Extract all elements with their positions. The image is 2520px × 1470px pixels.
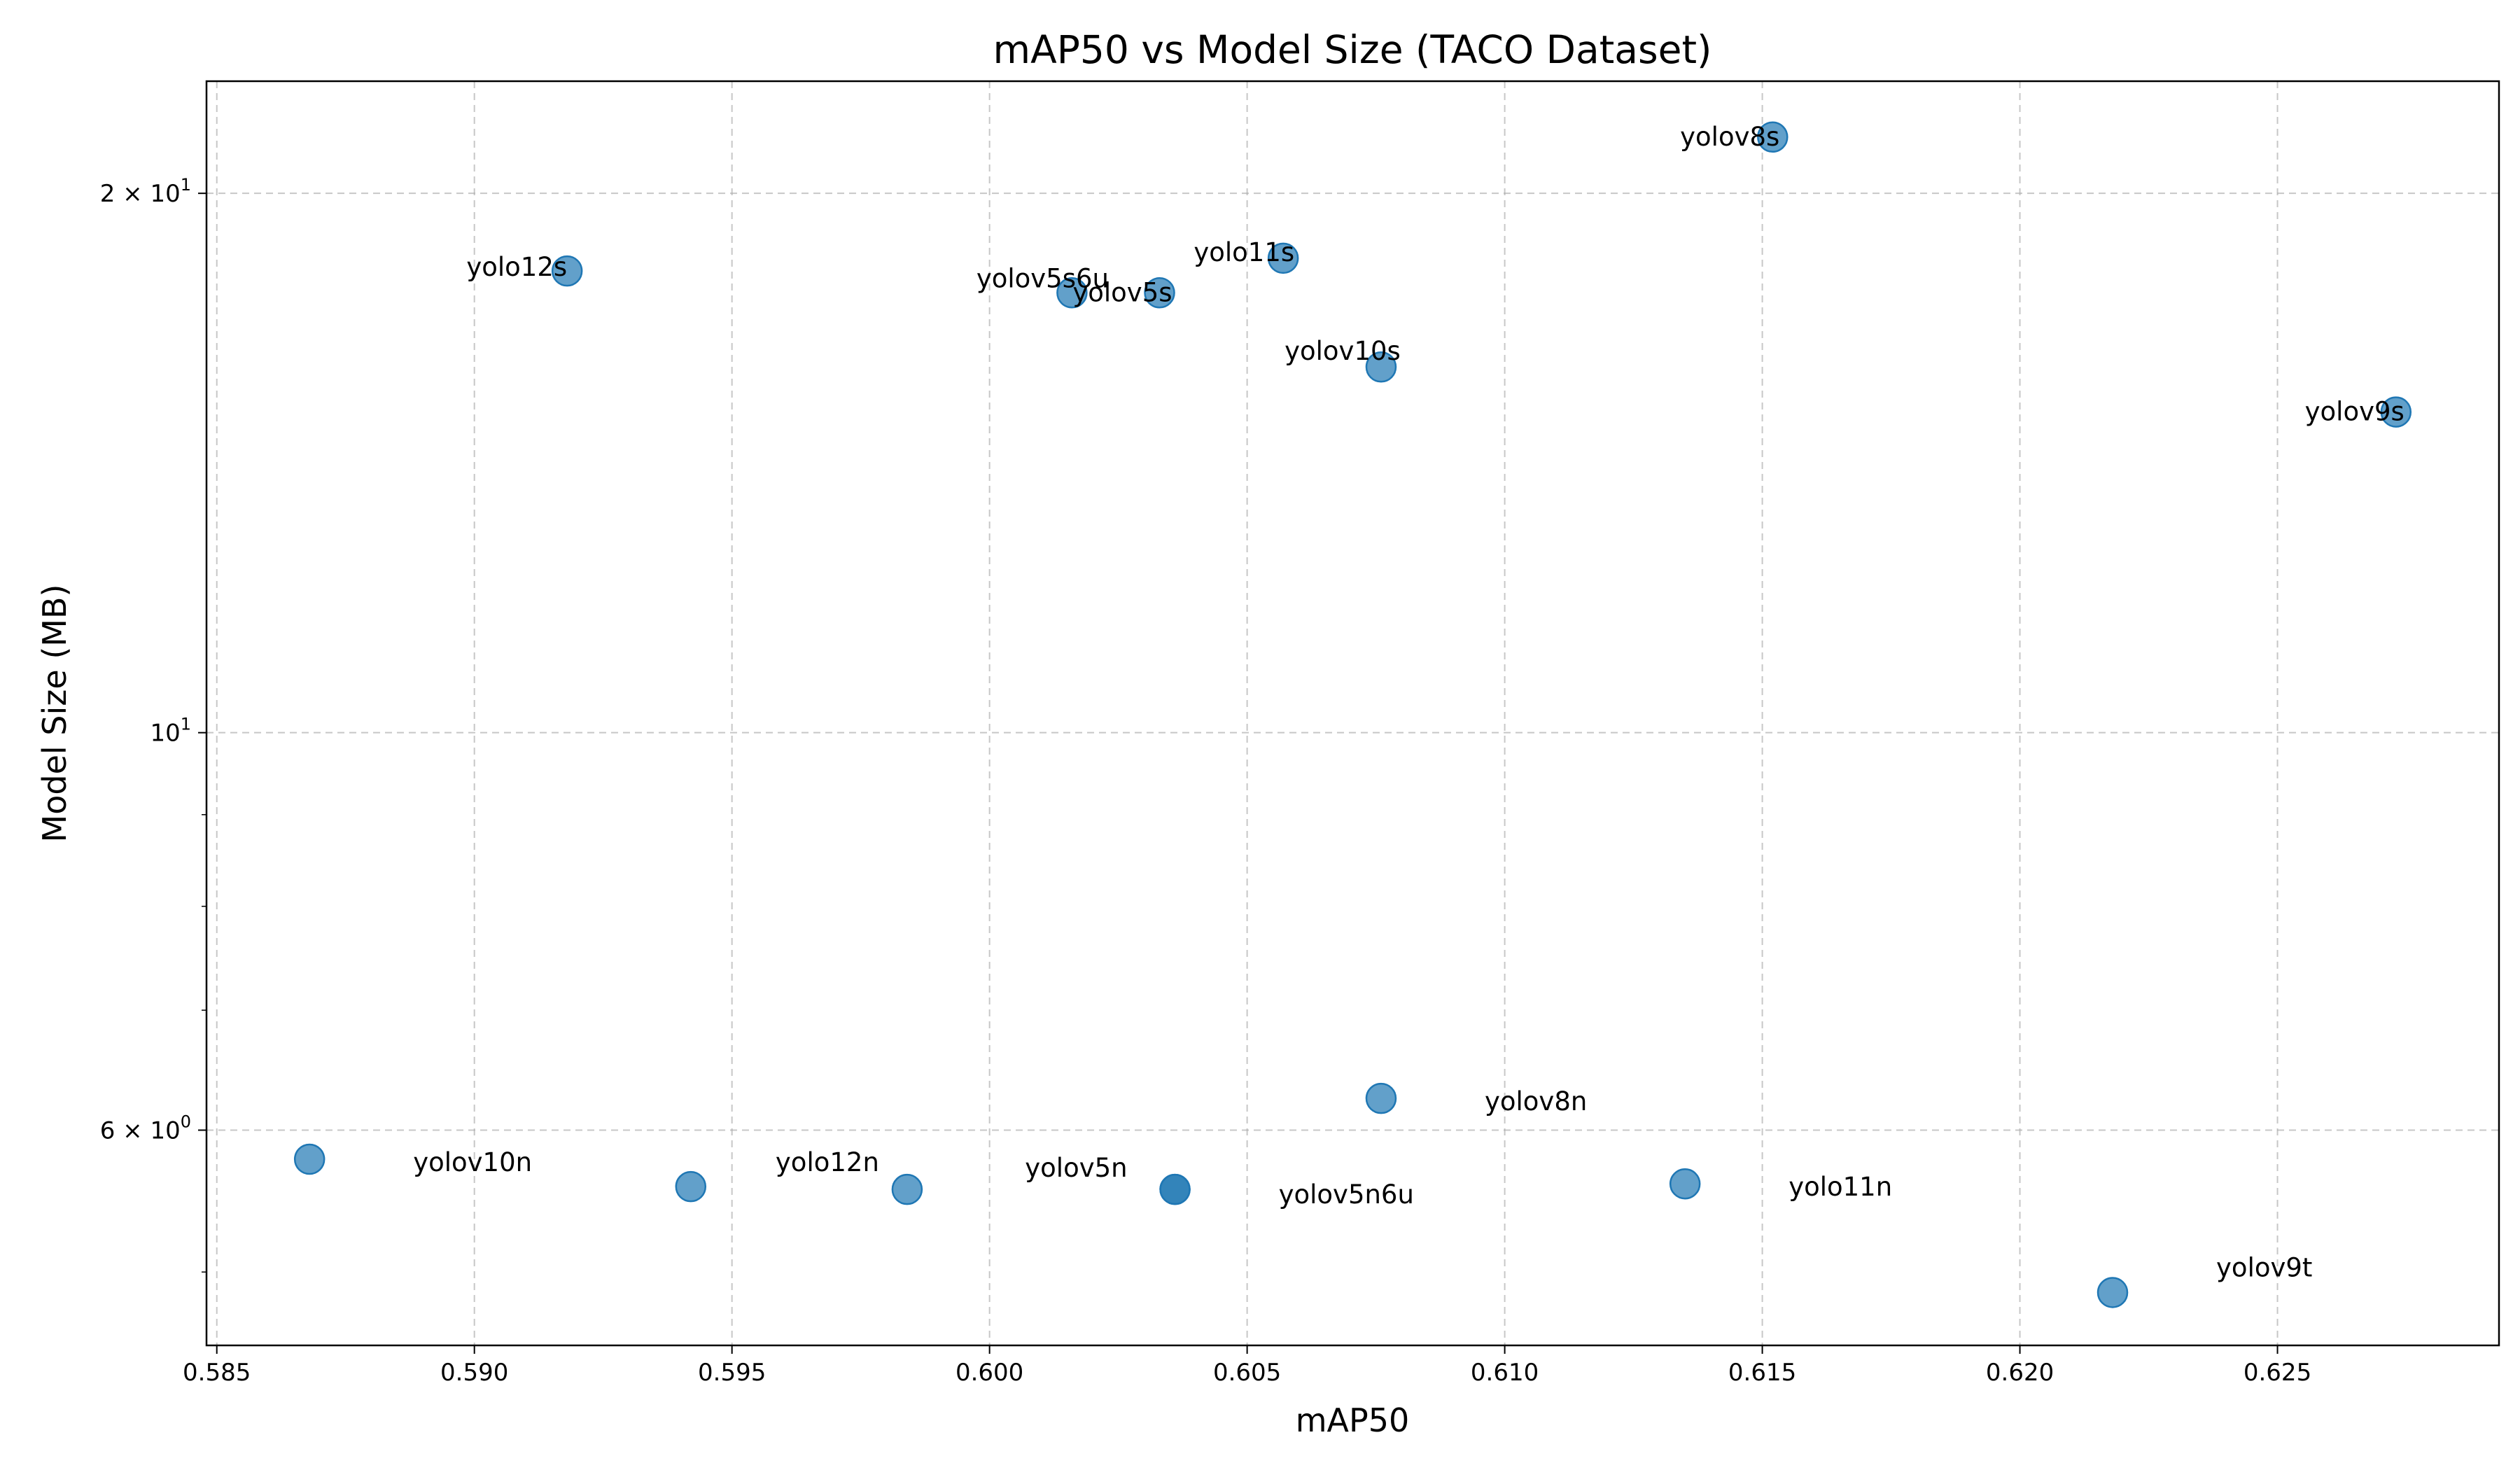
x-tick-label: 0.600 bbox=[955, 1359, 1023, 1387]
data-points bbox=[293, 121, 2412, 1308]
point-label: yolov9s bbox=[2305, 397, 2404, 427]
x-tick-label: 0.590 bbox=[440, 1359, 508, 1387]
data-point bbox=[551, 255, 583, 287]
data-point bbox=[1159, 1173, 1191, 1205]
data-point bbox=[1267, 242, 1299, 274]
x-tick-label: 0.585 bbox=[183, 1359, 251, 1387]
grid-lines bbox=[206, 81, 2499, 1345]
point-label: yolo11n bbox=[1788, 1172, 1892, 1202]
y-tick-label: 101 bbox=[150, 715, 191, 748]
x-tick-label: 0.610 bbox=[1471, 1359, 1539, 1387]
x-tick-label: 0.620 bbox=[1986, 1359, 2054, 1387]
point-label: yolov5n6u bbox=[1279, 1180, 1414, 1210]
data-point bbox=[2380, 396, 2412, 428]
data-point bbox=[293, 1143, 326, 1175]
y-tick-label: 2 × 101 bbox=[100, 175, 191, 208]
y-tick-label: 6 × 100 bbox=[100, 1112, 191, 1144]
y-axis-title: Model Size (MB) bbox=[36, 584, 74, 843]
data-point bbox=[675, 1170, 707, 1203]
chart-title: mAP50 vs Model Size (TACO Dataset) bbox=[993, 27, 1712, 72]
x-tick-label: 0.615 bbox=[1728, 1359, 1796, 1387]
point-label: yolov10n bbox=[413, 1147, 532, 1177]
data-point bbox=[2096, 1277, 2129, 1308]
point-label: yolov5s6u bbox=[976, 263, 1109, 293]
point-label: yolov8s bbox=[1680, 122, 1779, 152]
point-label: yolov5s bbox=[1072, 277, 1172, 307]
x-tick-label: 0.595 bbox=[698, 1359, 766, 1387]
x-tick-label: 0.605 bbox=[1213, 1359, 1281, 1387]
point-label: yolov5n bbox=[1025, 1153, 1127, 1183]
data-point bbox=[1669, 1168, 1701, 1200]
plot-frame bbox=[205, 80, 2500, 1347]
point-label: yolo12n bbox=[776, 1147, 879, 1177]
axis-ticks: 0.585 0.590 0.595 0.600 0.605 0.610 0.615 0.620… bbox=[100, 175, 2311, 1387]
x-tick-label: 0.625 bbox=[2244, 1359, 2311, 1387]
point-label: yolov9t bbox=[2216, 1252, 2312, 1282]
point-label: yolov8n bbox=[1485, 1086, 1587, 1116]
point-label: yolov10s bbox=[1284, 336, 1401, 366]
data-point bbox=[1757, 121, 1788, 153]
data-point bbox=[1056, 277, 1088, 309]
data-point bbox=[1365, 1082, 1397, 1114]
point-label: yolo12s bbox=[466, 252, 567, 282]
data-point bbox=[891, 1173, 923, 1205]
data-point bbox=[1365, 351, 1397, 383]
data-point bbox=[1144, 277, 1175, 309]
point-label: yolo11s bbox=[1194, 237, 1294, 267]
x-axis-title: mAP50 bbox=[1296, 1401, 1410, 1439]
